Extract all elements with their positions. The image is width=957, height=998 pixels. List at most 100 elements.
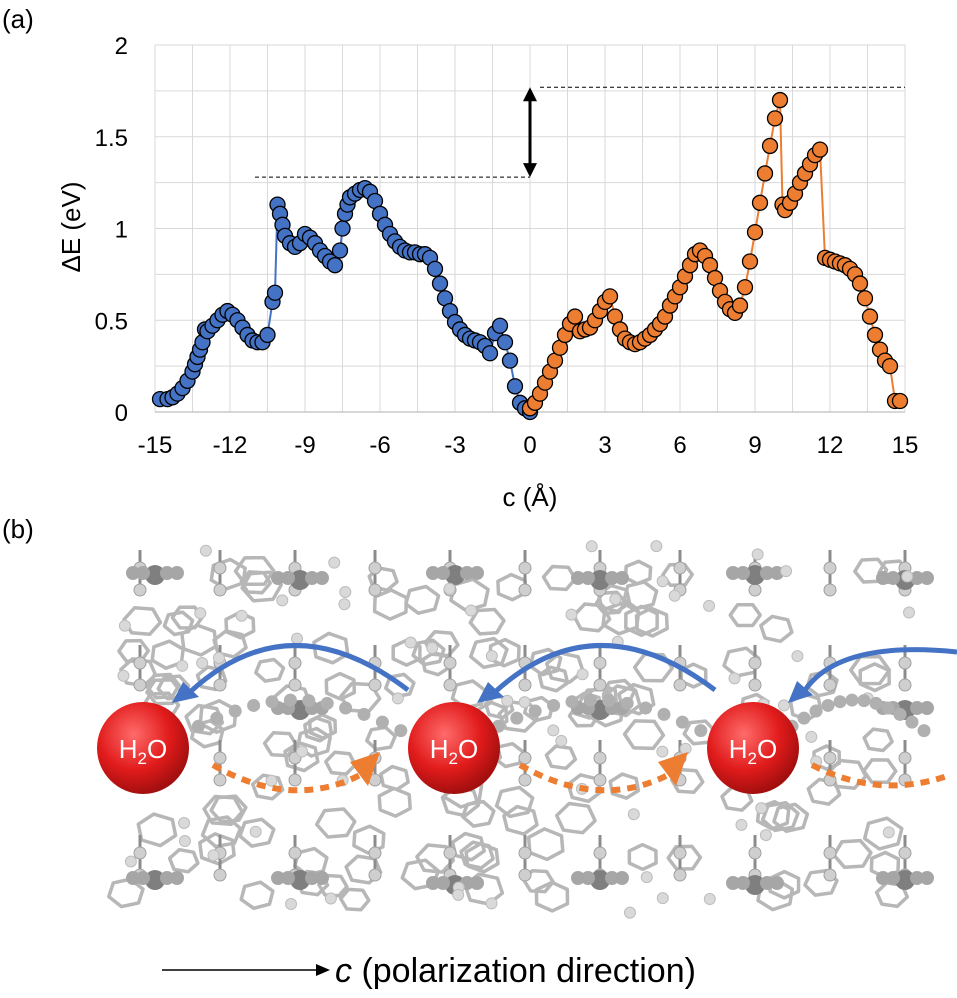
data-point [741,253,759,270]
lattice-atom [571,571,585,585]
lattice-atom [291,632,304,645]
lattice-atom [593,773,607,787]
lattice-ring [768,869,801,900]
lattice-atom [194,607,207,620]
data-point [866,326,884,344]
lattice-atom [404,636,417,649]
lattice-atom [920,871,934,885]
lattice-atom [283,693,297,707]
lattice-atom [124,855,137,868]
lattice-atom [271,571,285,585]
lattice-ring [862,816,904,851]
data-point [501,352,519,369]
lattice-atom [547,698,561,712]
lattice-ring [296,726,332,758]
lattice-atom [510,711,524,725]
lattice-atom [288,773,302,787]
polarization-direction: c (polarization direction) [162,952,696,990]
lattice-ring [314,807,357,839]
lattice-atom [118,619,131,632]
lattice-atom [675,715,689,729]
lattice-atom [281,571,295,585]
data-point [751,194,769,211]
lattice-atom [288,678,302,692]
blue-arrow-head [477,682,504,703]
lattice-atom [728,672,741,685]
lattice-ring [832,838,873,870]
lattice-atom [320,696,334,710]
lattice-atom [368,561,382,575]
lattice-atom [518,773,532,787]
h2o-label: H2O [729,734,777,768]
lattice-atom [133,678,147,692]
lattice-ring [544,744,578,771]
lattice-atom [452,888,465,901]
lattice-atom [910,871,924,885]
lattice-atom [170,871,184,885]
lattice-ring [324,750,357,776]
lattice-atom [339,585,352,598]
lattice-atom [117,669,130,682]
data-point [731,297,749,314]
lattice-atom [703,599,716,612]
lattice-ring [759,614,794,644]
lattice-atom [136,871,150,885]
lattice-atom [656,575,669,588]
lattice-ring [372,588,409,621]
lattice-ring [666,844,703,871]
data-point [761,137,779,155]
lattice-atom [869,696,883,710]
lattice-ring [494,785,535,819]
orange-arrow-head [350,752,380,786]
lattice-ring [411,638,446,667]
lattice-ring [195,665,228,692]
orange-hop-arrows [211,752,952,794]
direction-arrow-head [316,964,330,976]
lattice-atom [726,566,740,580]
lattice-atom [436,876,450,890]
data-point [746,224,764,241]
lattice-atom [917,724,931,738]
lattice-ring [404,584,441,615]
orange-arrow-head [658,752,688,786]
lattice-atom [170,566,184,580]
y-tick-label: 1 [115,217,128,244]
lattice-atom [485,897,498,910]
energy-profile-chart: -15 -12 -9 -6 -3 0 3 6 9 12 15 0 0.5 1 1.5 2 c (Å) ΔE (… [56,33,918,512]
lattice-atom [673,846,687,860]
lattice-ring [449,577,490,613]
data-point [811,141,829,158]
lattice-atom [288,656,302,670]
lattice-atom [375,715,389,729]
lattice-atom [357,707,371,721]
lattice-atom [760,566,774,580]
lattice-atom [443,656,457,670]
lattice-atom [640,871,653,884]
lattice-atom [460,566,474,580]
lattice-atom [285,898,298,911]
y-tick-label: 0.5 [95,308,128,335]
x-tick-label: 12 [817,432,844,459]
data-point [326,257,344,274]
lattice-atom [213,773,227,787]
h2o-label-o: O [458,734,478,764]
lattice-ring [634,606,669,638]
lattice-ring [238,817,276,848]
lattice-atom [265,695,279,709]
lattice-atom [213,583,227,597]
h2o-label-sub: 2 [748,749,757,768]
lattice-atom [391,692,404,705]
data-point [566,308,584,325]
lattice-atom [876,871,890,885]
x-tick-label: 15 [892,432,919,459]
lattice-ring [528,647,563,677]
lattice-ring [415,843,456,874]
blue-curved-arrow [493,643,717,694]
lattice-atom [276,594,289,607]
lattice-atom [213,678,227,692]
lattice-ring [468,636,509,670]
data-point [259,326,276,344]
lattice-atom [518,868,532,882]
lattice-atom [315,871,329,885]
y-tick-label: 0 [115,400,128,427]
